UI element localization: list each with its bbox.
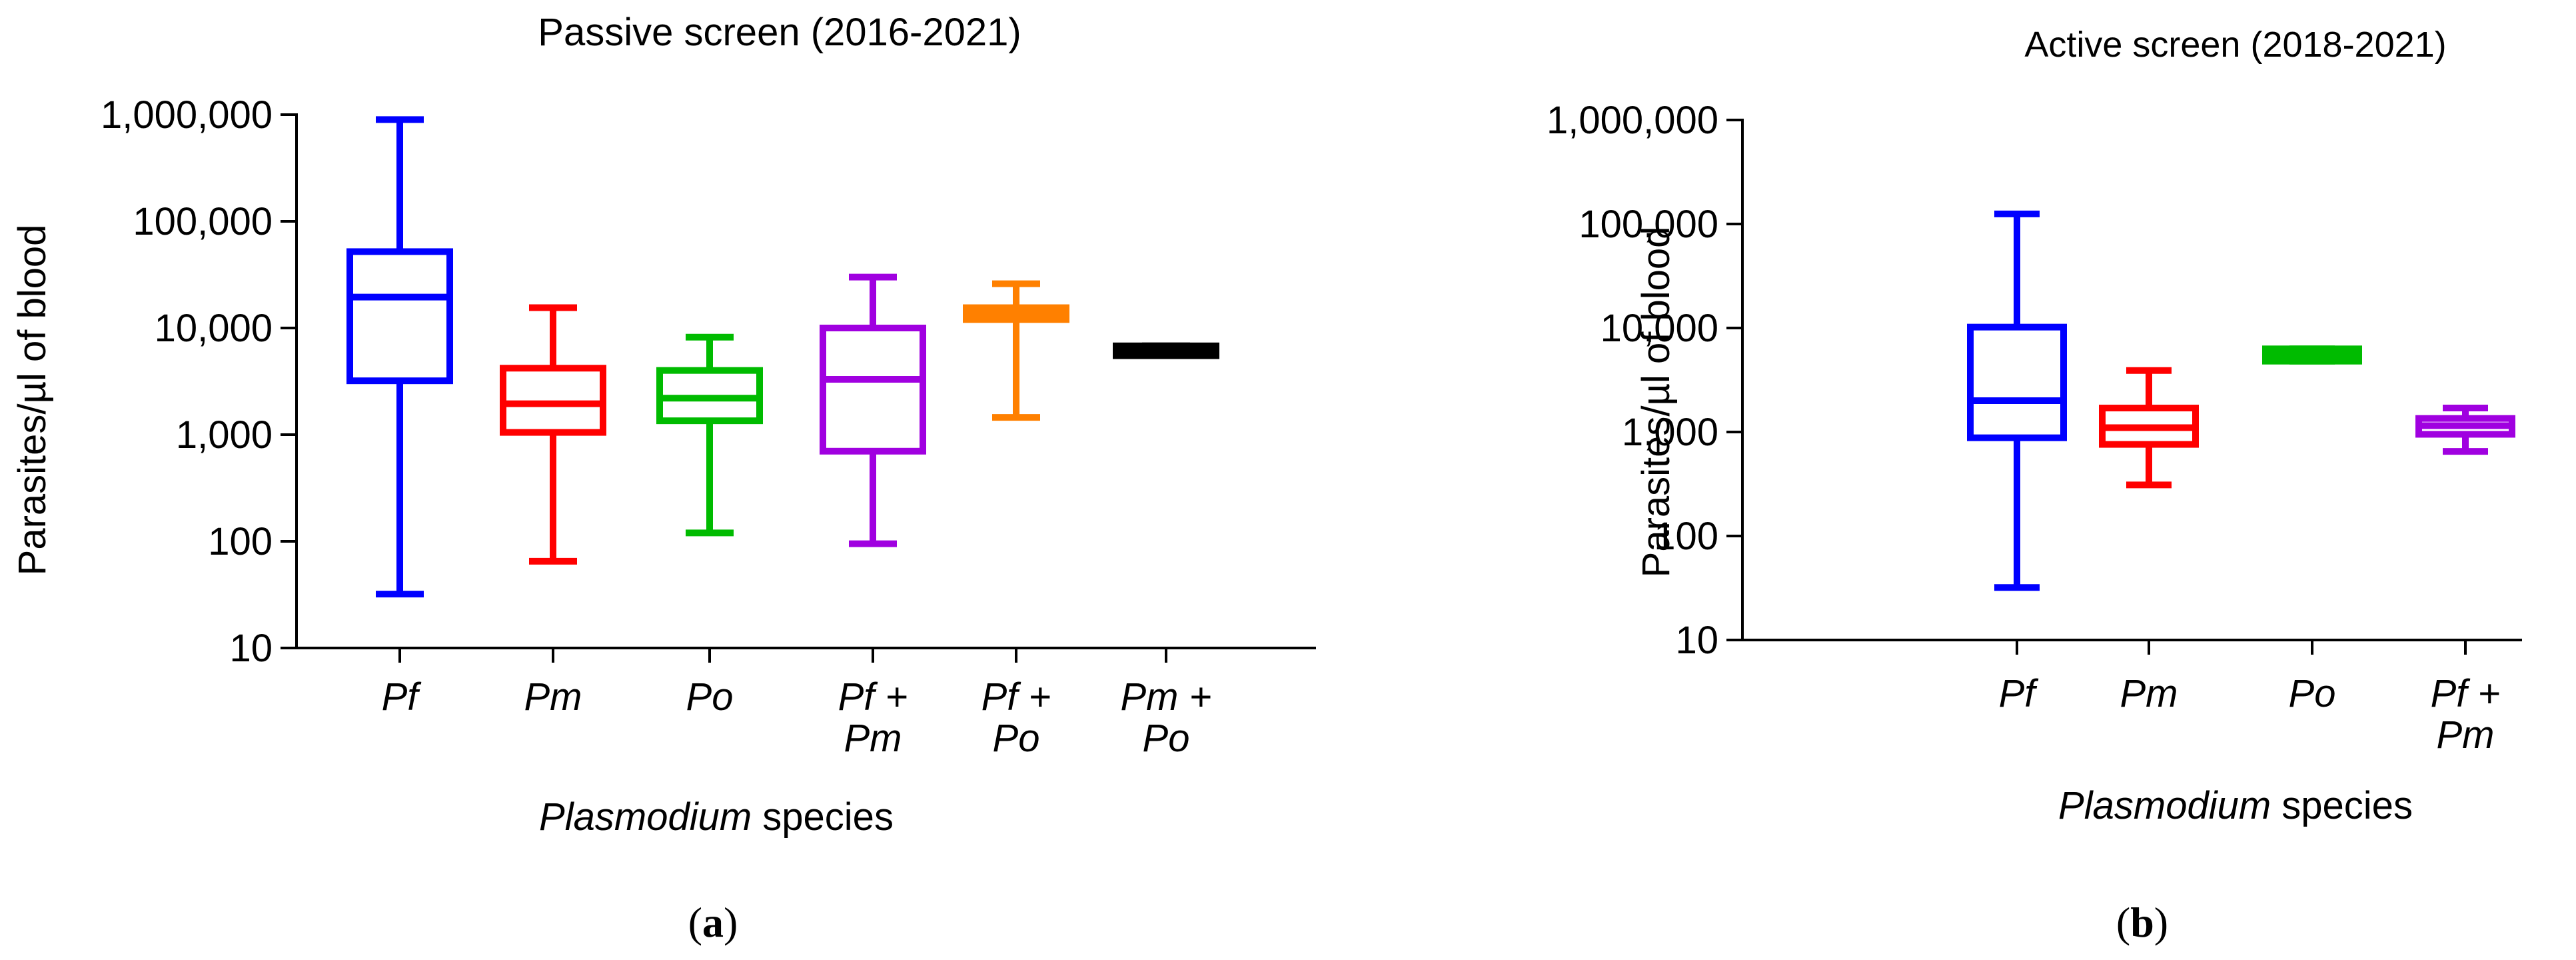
panel-label-letter: b	[2130, 899, 2154, 946]
panel-label-letter: a	[702, 899, 724, 946]
panel-label: (b)	[2116, 899, 2168, 946]
y-tick-label: 100	[1654, 515, 1718, 558]
x-tick-label: Pf + Pm	[2431, 672, 2501, 757]
x-tick-label-line: Pm	[844, 717, 902, 760]
x-tick-label-line: Pm	[2437, 713, 2495, 757]
box	[820, 325, 926, 455]
x-axis-label-rest: species	[2271, 784, 2413, 827]
y-axis-label: Parasites/µl of blood	[11, 225, 54, 576]
x-tick-label: Pm + Po	[1121, 675, 1212, 760]
y-tick-label: 10,000	[155, 307, 273, 350]
panel-a: Passive screen (2016-2021) Parasites/µl …	[11, 11, 1316, 946]
plot-area: 10 100 1,000 10,000 100,000 1,000,000 Pf Pm Po Pf…	[1547, 99, 2522, 757]
panel-b: Active screen (2018-2021) Parasites/µl o…	[1547, 25, 2522, 946]
x-axis-label: Plasmodium species	[2058, 784, 2413, 827]
x-tick-label-line: Pf +	[838, 675, 908, 719]
x-tick-label-line: Pf +	[2431, 672, 2501, 715]
x-tick-label-line: Po	[993, 717, 1040, 760]
x-tick-label: Pm	[2120, 672, 2178, 715]
x-axis-label-italic: Plasmodium	[539, 795, 752, 839]
panel-label-open: (	[2116, 899, 2130, 946]
x-tick-label-line: Pf +	[981, 675, 1051, 719]
x-tick-label: Pf + Po	[981, 675, 1051, 760]
x-axis-label-italic: Plasmodium	[2058, 784, 2271, 827]
chart-title: Active screen (2018-2021)	[2024, 25, 2446, 65]
x-tick-label: Pf	[382, 675, 422, 719]
x-tick-label-line: Pm	[2120, 672, 2178, 715]
y-tick-label: 1,000,000	[1547, 99, 1718, 142]
box	[346, 248, 453, 385]
x-tick-label-line: Pf	[1999, 672, 2040, 715]
y-tick-label: 1,000,000	[101, 93, 273, 137]
x-tick-label: Po	[686, 675, 734, 719]
x-tick-label: Pm	[524, 675, 582, 719]
y-tick-label: 10	[229, 627, 273, 670]
y-tick-label: 100,000	[1579, 203, 1718, 246]
y-axis-label: Parasites/µl of blood	[1634, 227, 1678, 578]
y-tick-label: 1,000	[176, 413, 273, 457]
chart-title: Passive screen (2016-2021)	[538, 11, 1021, 54]
x-axis-label-rest: species	[752, 795, 894, 839]
y-tick-label: 100,000	[133, 200, 273, 243]
x-tick-label-line: Po	[2289, 672, 2336, 715]
panel-label-close: )	[2154, 899, 2168, 946]
panel-label: (a)	[688, 899, 738, 946]
x-tick-label: Po	[2289, 672, 2336, 715]
y-tick-label: 100	[208, 520, 273, 563]
x-tick-label-line: Pf	[382, 675, 422, 719]
x-tick-label-line: Po	[1143, 717, 1190, 760]
y-tick-label: 10	[1675, 619, 1718, 662]
panel-label-open: (	[688, 899, 702, 946]
box	[1967, 323, 2067, 441]
y-tick-label: 1,000	[1622, 411, 1718, 454]
box	[500, 365, 606, 436]
x-axis-label: Plasmodium species	[539, 795, 894, 839]
x-tick-label-line: Pm +	[1121, 675, 1212, 719]
x-tick-label: Pf	[1999, 672, 2040, 715]
x-tick-label-line: Po	[686, 675, 734, 719]
y-tick-label: 10,000	[1601, 307, 1718, 350]
x-tick-label-line: Pm	[524, 675, 582, 719]
x-tick-label: Pf + Pm	[838, 675, 908, 760]
panel-label-close: )	[724, 899, 738, 946]
